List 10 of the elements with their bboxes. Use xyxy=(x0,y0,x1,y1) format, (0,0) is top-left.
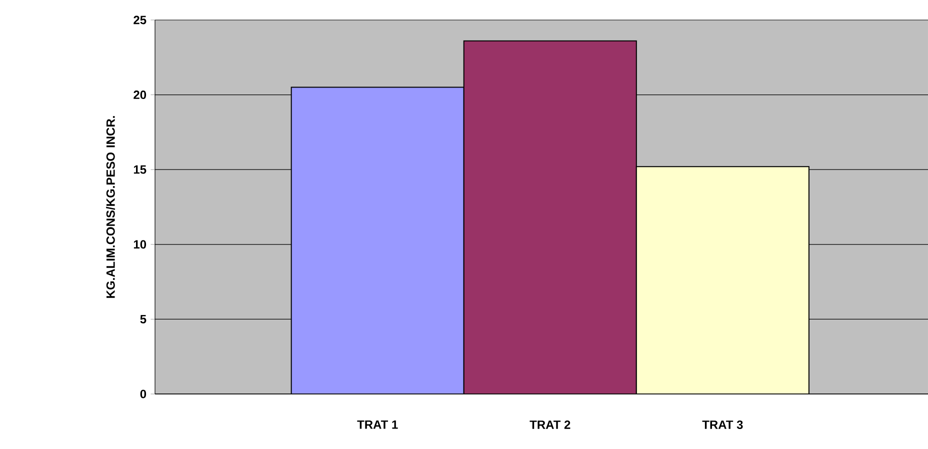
y-tick-label: 5 xyxy=(140,315,146,324)
y-tick-label: 10 xyxy=(134,240,146,249)
x-tick-label: TRAT 2 xyxy=(530,420,570,429)
y-tick-label: 0 xyxy=(140,390,146,398)
y-axis-title: KG.ALIM.CONS/KG.PESO INCR. xyxy=(106,116,115,298)
x-tick-label: TRAT 3 xyxy=(702,420,743,429)
y-tick-label: 15 xyxy=(134,165,146,174)
x-tick-label: TRAT 1 xyxy=(357,420,398,429)
y-tick-label: 20 xyxy=(134,90,146,100)
y-tick-label: 25 xyxy=(134,16,146,24)
